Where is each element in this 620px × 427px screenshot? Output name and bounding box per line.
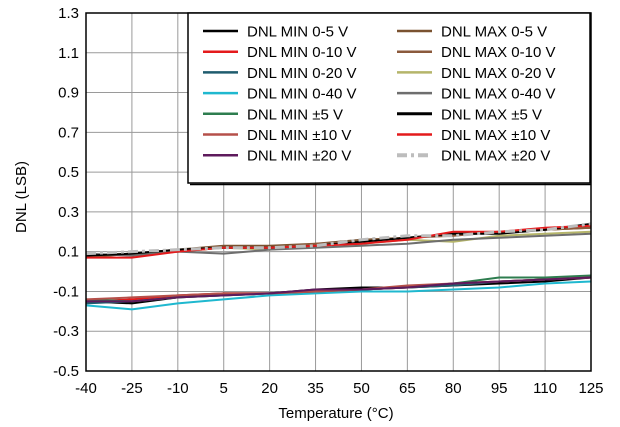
y-tick-label: 0.5 — [58, 164, 79, 181]
y-tick-label: 1.1 — [58, 45, 79, 62]
x-tick-label: -10 — [167, 380, 189, 397]
x-tick-label: 65 — [399, 380, 416, 397]
legend-label: DNL MIN ±5 V — [247, 106, 343, 123]
x-tick-label: 110 — [533, 380, 557, 397]
legend: DNL MIN 0-5 V DNL MIN 0-10 V DNL MIN 0-20 … — [187, 12, 591, 186]
legend-box — [187, 12, 591, 184]
legend-label: DNL MIN 0-5 V — [247, 24, 348, 41]
series-line-3 — [85, 280, 592, 311]
legend-label: DNL MAX ±10 V — [441, 127, 550, 144]
legend-label: DNL MAX 0-5 V — [441, 24, 547, 41]
x-tick-label: 125 — [578, 380, 603, 397]
y-tick-label: 0.7 — [58, 124, 79, 141]
y-tick-labels: 1.3 1.1 0.9 0.7 0.5 0.3 0.1 -0.1 -0.3 -0.5 — [53, 5, 79, 380]
legend-label: DNL MIN 0-40 V — [247, 86, 356, 103]
y-tick-label: 1.3 — [58, 5, 79, 22]
x-tick-label: -40 — [75, 380, 97, 397]
legend-label: DNL MAX ±20 V — [441, 148, 550, 165]
series-line-13 — [85, 222, 592, 256]
y-tick-label: 0.3 — [58, 204, 79, 221]
x-tick-label: 80 — [445, 380, 462, 397]
legend-label: DNL MAX 0-40 V — [441, 86, 556, 103]
x-tick-labels: -40 -25 -10 5 20 35 50 65 80 95 110 125 — [75, 380, 603, 397]
y-tick-label: 0.9 — [58, 85, 79, 102]
series-line-6 — [86, 276, 592, 303]
legend-label: DNL MIN 0-10 V — [247, 44, 356, 61]
legend-label: DNL MIN 0-20 V — [247, 65, 356, 82]
x-tick-label: 35 — [307, 380, 324, 397]
y-axis-label: DNL (LSB) — [13, 161, 30, 233]
y-tick-label: -0.5 — [53, 363, 79, 380]
x-tick-label: -25 — [121, 380, 143, 397]
y-tick-label: -0.1 — [53, 283, 79, 300]
legend-label: DNL MAX ±5 V — [441, 106, 542, 123]
x-axis-label: Temperature (°C) — [278, 405, 393, 422]
x-tick-label: 20 — [261, 380, 278, 397]
legend-label: DNL MAX 0-10 V — [441, 44, 556, 61]
x-tick-label: 50 — [353, 380, 370, 397]
legend-label: DNL MIN ±20 V — [247, 148, 351, 165]
legend-label: DNL MAX 0-20 V — [441, 65, 556, 82]
y-tick-label: 0.1 — [58, 244, 79, 261]
x-tick-label: 5 — [220, 380, 228, 397]
legend-label: DNL MIN ±10 V — [247, 127, 351, 144]
x-tick-label: 95 — [491, 380, 508, 397]
series-line-11 — [85, 222, 592, 257]
series-lines — [85, 222, 592, 311]
y-tick-label: -0.3 — [53, 323, 79, 340]
